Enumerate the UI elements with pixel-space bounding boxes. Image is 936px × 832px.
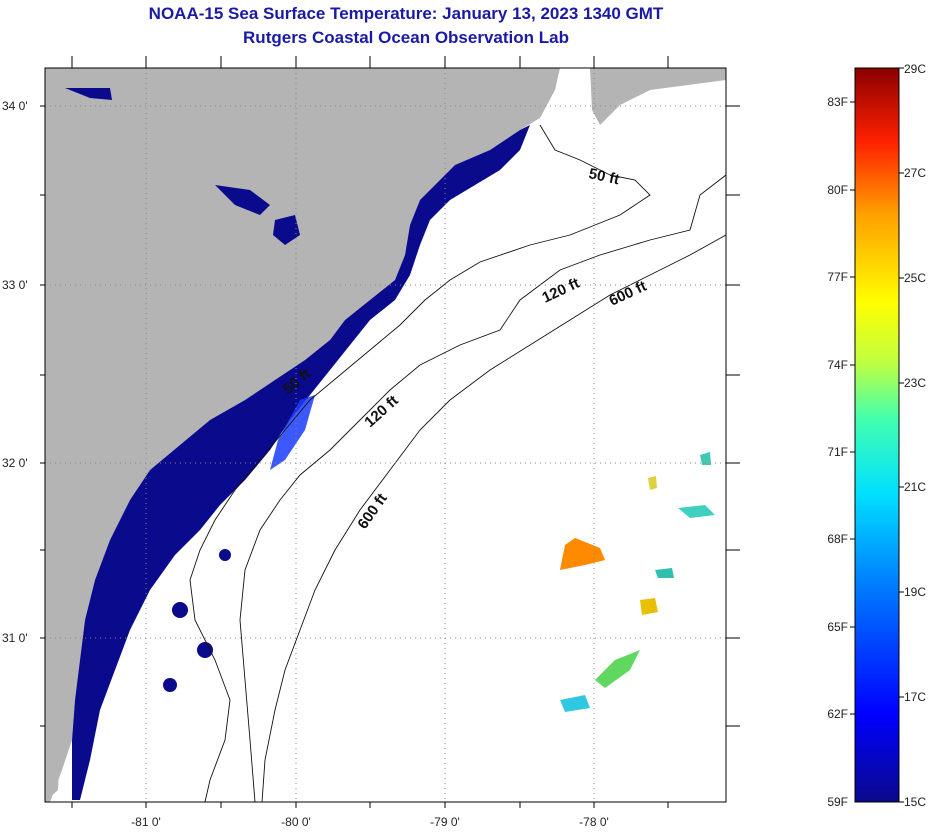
colorbar-f-label: 65F	[827, 620, 848, 634]
axis-ticks	[40, 56, 740, 808]
colorbar-ticks	[850, 67, 904, 803]
colorbar-c-label: 25C	[904, 271, 926, 285]
colorbar-f-label: 83F	[827, 95, 848, 109]
land-mass	[45, 68, 560, 802]
inland-lake-3	[65, 88, 112, 100]
lat-label: 33 0'	[2, 278, 28, 292]
warm-patch-teal-2	[655, 568, 674, 578]
colorbar-c-label: 17C	[904, 690, 926, 704]
lon-label: -78 0'	[579, 815, 609, 829]
warm-patch-orange	[560, 538, 605, 570]
warm-patch-yellow-2	[648, 476, 657, 490]
warm-patch-yellow	[640, 598, 658, 615]
lon-label: -81 0'	[131, 815, 161, 829]
colorbar-f-label: 68F	[827, 532, 848, 546]
cold-patch	[197, 642, 213, 658]
graticule	[45, 68, 726, 802]
cold-water-band	[72, 125, 530, 800]
inland-lake	[273, 215, 300, 245]
cold-patch	[172, 602, 188, 618]
cold-patch	[219, 549, 231, 561]
colorbar-c-label: 29C	[904, 62, 926, 76]
lat-label: 31 0'	[2, 631, 28, 645]
map-frame	[44, 67, 727, 803]
cold-patch	[163, 678, 177, 692]
colorbar-f-label: 62F	[827, 707, 848, 721]
colorbar	[854, 67, 900, 803]
contour-50ft	[189, 124, 651, 802]
colorbar-f-label: 74F	[827, 358, 848, 372]
colorbar-f-label: 71F	[827, 445, 848, 459]
colorbar-c-label: 19C	[904, 585, 926, 599]
inland-lake-2	[215, 185, 270, 215]
colorbar-c-label: 21C	[904, 480, 926, 494]
colorbar-f-label: 59F	[827, 795, 848, 809]
colorbar-c-label: 27C	[904, 166, 926, 180]
warm-patch-teal	[678, 505, 715, 518]
contour-label: 50 ft	[587, 165, 621, 188]
map-title: NOAA-15 Sea Surface Temperature: January…	[148, 4, 664, 23]
warm-patch-green	[595, 650, 640, 688]
contour-120ft	[239, 174, 726, 802]
warm-patch-blue	[270, 395, 315, 470]
lon-label: -80 0'	[281, 815, 311, 829]
warm-patch-teal-3	[700, 452, 711, 465]
lon-label: -79 0'	[430, 815, 460, 829]
colorbar-f-label: 80F	[827, 183, 848, 197]
land-cape	[590, 68, 726, 125]
colorbar-f-label: 77F	[827, 270, 848, 284]
contour-600ft	[261, 234, 726, 802]
warm-patch-cyan	[560, 695, 590, 712]
map-subtitle: Rutgers Coastal Ocean Observation Lab	[243, 28, 569, 47]
land-sw-corner	[45, 740, 60, 802]
colorbar-c-label: 15C	[904, 795, 926, 809]
colorbar-c-label: 23C	[904, 376, 926, 390]
lat-label: 32 0'	[2, 456, 28, 470]
lat-label: 34 0'	[2, 99, 28, 113]
